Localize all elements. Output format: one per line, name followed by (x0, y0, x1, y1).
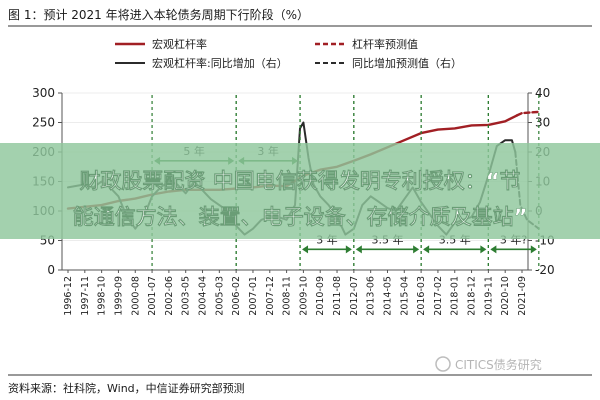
figure-title: 图 1：预计 2021 年将进入本轮债务周期下行阶段（%） (8, 7, 309, 22)
arrow-head-left (302, 245, 309, 254)
x-tick-label: 2016-03 (416, 276, 427, 316)
arrow-head-left (355, 245, 362, 254)
series-line-1 (515, 110, 540, 117)
watermark: CITICS债务研究 (435, 356, 542, 372)
arrow-head-left (490, 245, 497, 254)
x-tick-label: 2007-01 (248, 276, 259, 316)
x-tick-label: 2005-03 (214, 276, 225, 316)
legend: 宏观杠杆率 杠杆率预测值 宏观杠杆率:同比增加（右） 同比增加预测值（右） (115, 37, 462, 70)
arrow-head-left (423, 245, 430, 254)
legend-label-yoy-forecast: 同比增加预测值（右） (352, 56, 462, 70)
x-tick-label: 2015-04 (399, 276, 410, 316)
x-tick-label: 1999-09 (113, 276, 124, 316)
legend-label-leverage-forecast: 杠杆率预测值 (352, 37, 418, 51)
x-tick-label: 2018-01 (450, 276, 461, 316)
x-tick-label: 1996-12 (63, 276, 74, 316)
headline-banner: 财政股票配资 中国电信获得发明专利授权：“节 能通信方法、装置、电子设备、存储介… (0, 143, 600, 239)
source-note: 资料来源：社科院，Wind，中信证券研究部预测 (8, 381, 245, 395)
x-tick-label: 1998-10 (97, 276, 108, 316)
x-tick-label: 2004-04 (198, 276, 209, 316)
arrow-head-right (480, 245, 487, 254)
banner-line-1: 财政股票配资 中国电信获得发明专利授权：“节 (79, 169, 520, 193)
x-tick-label: 2006-02 (231, 276, 242, 316)
arrow-head-right (413, 245, 420, 254)
x-tick-label: 2019-11 (483, 276, 494, 316)
arrow-head-right (345, 245, 352, 254)
right-tick-label: 30 (535, 116, 550, 130)
left-tick-label: 0 (47, 263, 55, 277)
right-tick-label: -20 (535, 263, 555, 277)
x-tick-label: 2017-02 (433, 276, 444, 316)
x-tick-label: 2020-10 (500, 276, 511, 316)
x-tick-label: 1997-11 (80, 276, 91, 316)
x-tick-label: 2021-09 (517, 276, 528, 316)
legend-label-yoy: 宏观杠杆率:同比增加（右） (152, 56, 288, 70)
watermark-text: CITICS债务研究 (455, 357, 542, 372)
x-tick-label: 2011-08 (332, 276, 343, 316)
x-tick-label: 2001-07 (147, 276, 158, 316)
legend-label-leverage: 宏观杠杆率 (152, 37, 207, 51)
x-tick-label: 2018-12 (467, 276, 478, 316)
x-tick-label: 2009-10 (298, 276, 309, 316)
right-tick-label: 40 (535, 86, 550, 100)
x-tick-label: 2014-05 (382, 276, 393, 316)
x-tick-label: 2008-11 (282, 276, 293, 316)
banner-background (0, 143, 600, 239)
watermark-logo-icon (435, 356, 451, 372)
x-tick-label: 2000-08 (130, 276, 141, 316)
arrow-head-right (530, 245, 537, 254)
left-tick-label: 300 (32, 86, 55, 100)
banner-line-2: 能通信方法、装置、电子设备、存储介质及基站” (73, 205, 528, 229)
x-tick-label: 2012-07 (349, 276, 360, 316)
x-tick-label: 2003-05 (181, 276, 192, 316)
x-tick-label: 2002-06 (164, 276, 175, 316)
x-tick-label: 2007-12 (265, 276, 276, 316)
x-tick-label: 2010-09 (315, 276, 326, 316)
x-tick-label: 2013-06 (366, 276, 377, 316)
left-tick-label: 250 (32, 116, 55, 130)
